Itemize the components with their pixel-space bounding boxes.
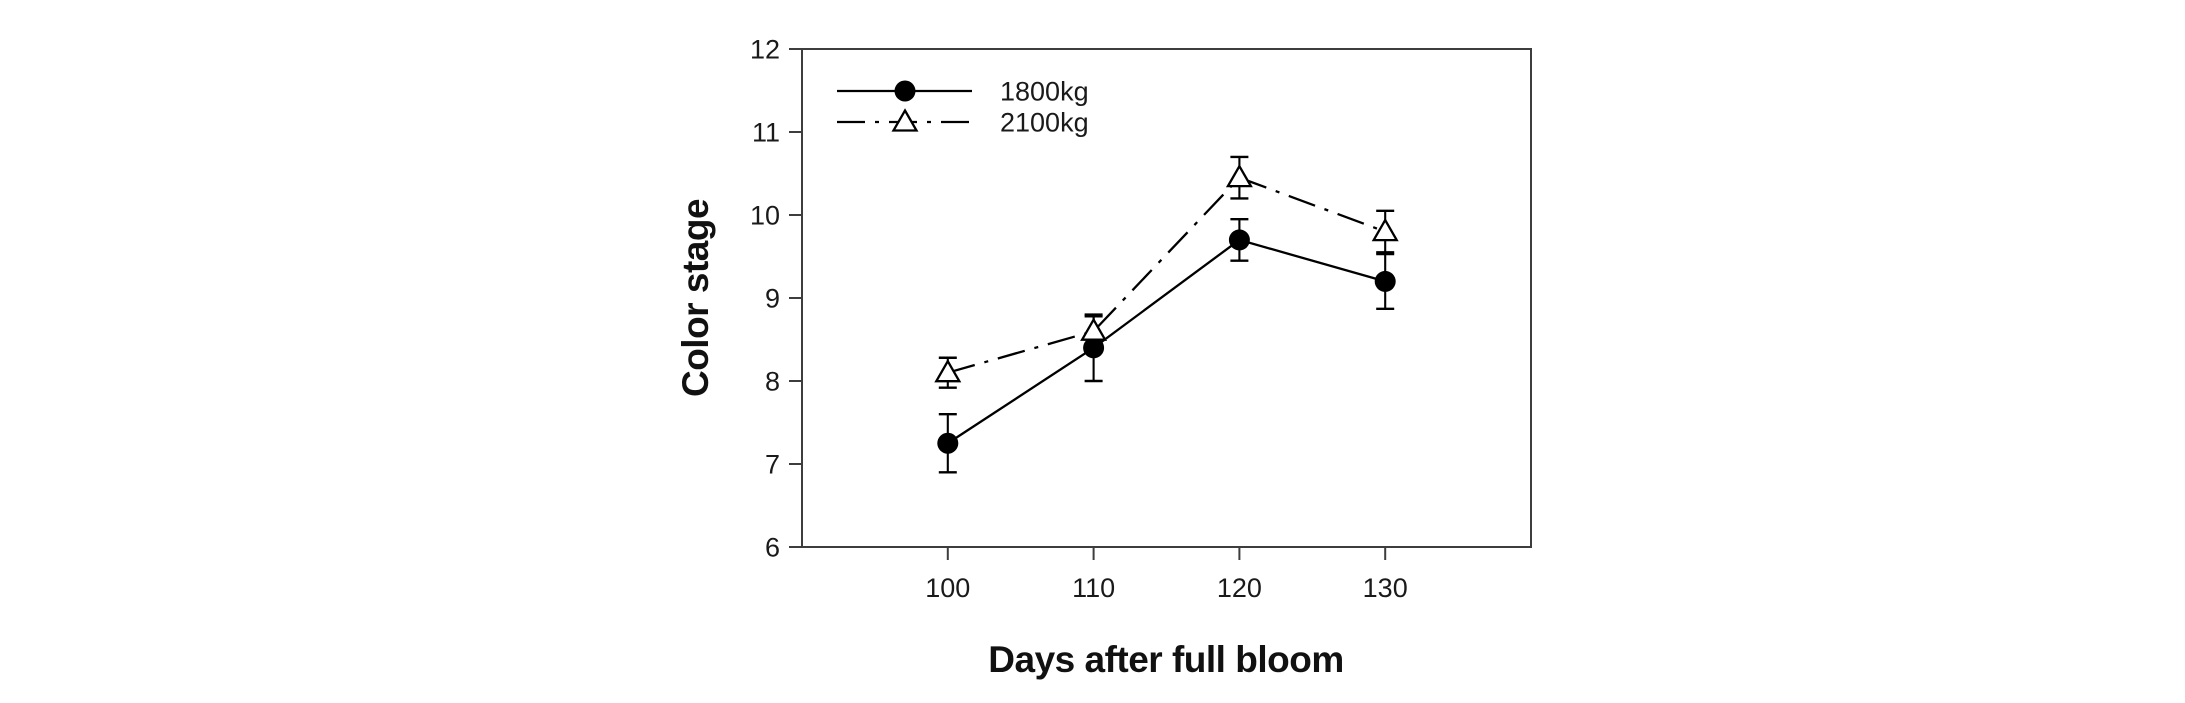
legend-label-1800kg: 1800kg [1000, 76, 1089, 106]
marker-2100kg [1080, 317, 1108, 341]
x-tick-label: 130 [1363, 573, 1408, 603]
x-axis-title: Days after full bloom [988, 639, 1343, 680]
y-tick-label: 6 [765, 532, 780, 562]
marker-2100kg [934, 358, 962, 383]
marker-2100kg [1225, 163, 1253, 188]
y-tick-label: 7 [765, 449, 780, 479]
legend-marker-2100kg [891, 108, 919, 132]
y-tick-label: 10 [750, 200, 780, 230]
x-tick-label: 100 [925, 573, 970, 603]
y-tick-label: 8 [765, 366, 780, 396]
y-tick-label: 11 [752, 117, 780, 147]
marker-1800kg [1374, 270, 1396, 292]
legend-marker-1800kg [894, 80, 916, 102]
y-tick-label: 12 [750, 34, 780, 64]
y-axis-title: Color stage [675, 199, 716, 397]
series-line-1800kg [947, 238, 1386, 445]
legend-label-2100kg: 2100kg [1000, 107, 1089, 137]
x-tick-label: 110 [1072, 573, 1115, 603]
series-line-2100kg [947, 176, 1386, 374]
y-tick-label: 9 [765, 283, 780, 313]
marker-1800kg [1228, 229, 1250, 251]
x-tick-label: 120 [1217, 573, 1262, 603]
marker-1800kg [937, 432, 959, 454]
marker-2100kg [1371, 217, 1399, 242]
marker-1800kg [1083, 337, 1105, 359]
